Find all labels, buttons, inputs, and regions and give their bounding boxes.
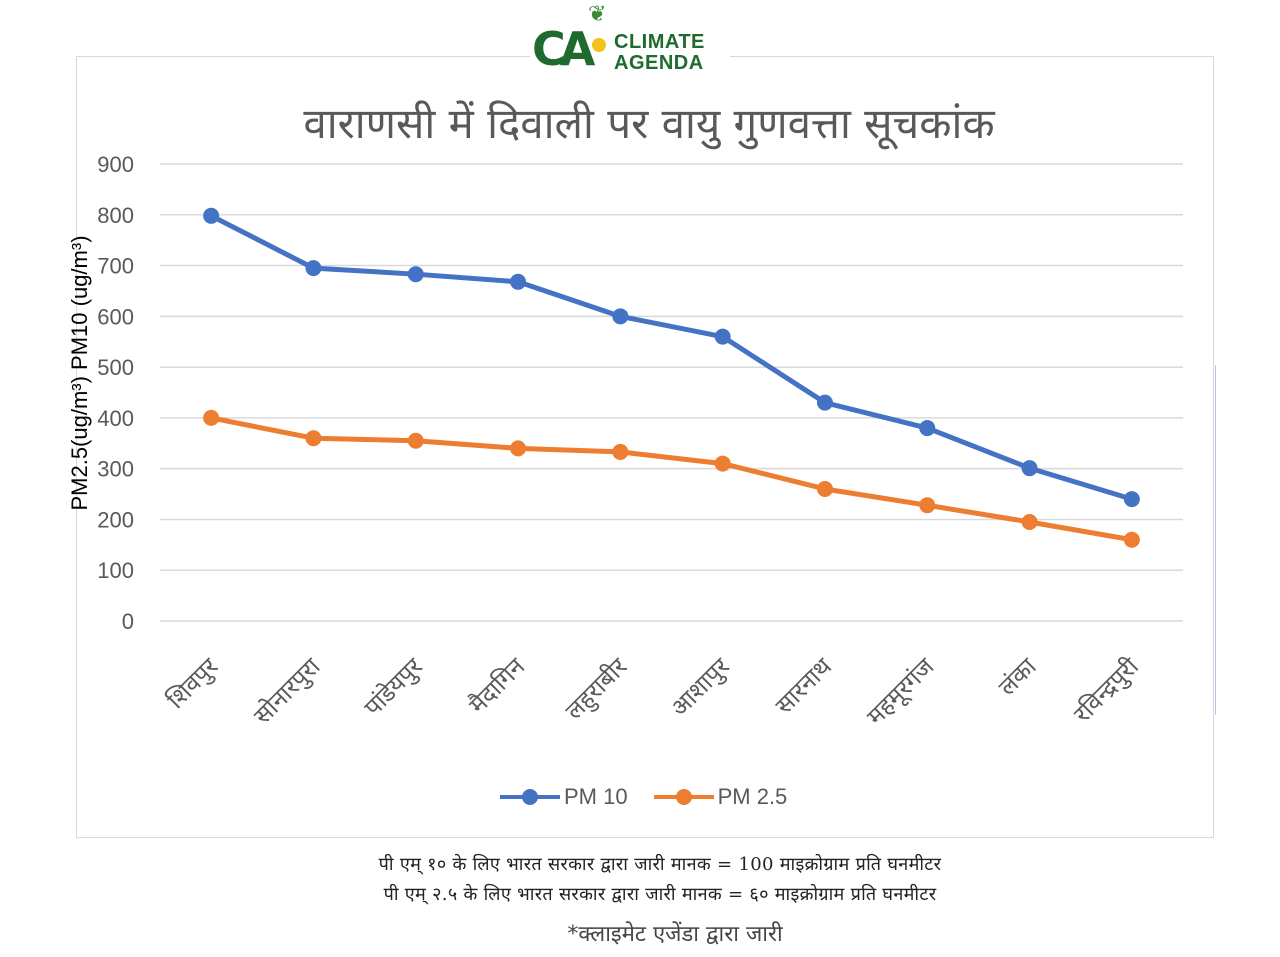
legend-label-pm10: PM 10	[564, 784, 628, 809]
leaf-icon: ❦	[588, 2, 607, 27]
logo-line-2: AGENDA	[614, 52, 704, 74]
footnote-pm25-standard: पी एम् २.५ के लिए भारत सरकार द्वारा जारी…	[383, 884, 937, 905]
x-tick-label: मैदागिन	[464, 652, 531, 719]
data-point-1	[305, 430, 322, 447]
logo-line-1: CLIMATE	[614, 31, 705, 53]
x-tick-label: महमूरगंज	[861, 652, 941, 732]
data-point-0	[203, 207, 220, 224]
legend-swatch-pm25	[653, 789, 714, 805]
data-point-0	[1021, 460, 1038, 477]
data-point-1	[510, 440, 527, 457]
data-point-0	[510, 273, 527, 290]
y-tick-label: 0	[122, 609, 134, 634]
data-point-0	[919, 420, 936, 437]
data-point-1	[816, 480, 833, 497]
legend-item-pm25: PM 2.5	[653, 784, 788, 810]
data-point-1	[1021, 513, 1038, 530]
data-point-1	[919, 497, 936, 514]
y-tick-label: 300	[97, 457, 134, 482]
y-tick-label: 700	[97, 254, 134, 279]
legend-swatch-pm10	[500, 789, 560, 805]
legend-item-pm10: PM 10	[500, 784, 628, 810]
x-tick-label: सारनाथ	[770, 652, 838, 720]
data-point-0	[1123, 491, 1140, 508]
data-point-0	[816, 394, 833, 411]
x-tick-label: पांडेयपुर	[359, 652, 430, 723]
climate-agenda-logo: ❦ CA CLIMATE AGENDA	[530, 0, 730, 78]
data-point-1	[203, 409, 220, 426]
series-line-0	[208, 213, 1135, 502]
data-point-1	[714, 455, 731, 472]
sun-icon	[592, 38, 606, 52]
data-point-0	[407, 266, 424, 283]
legend-label-pm25: PM 2.5	[717, 784, 788, 809]
data-point-1	[612, 443, 629, 460]
data-point-1	[1123, 531, 1140, 548]
data-point-0	[612, 308, 629, 325]
chart-frame	[76, 56, 1214, 838]
data-point-0	[305, 260, 322, 277]
y-tick-label: 400	[97, 406, 134, 431]
x-tick-label: रविन्द्रपुरी	[1068, 652, 1145, 729]
x-tick-label: सोनारपुरा	[248, 652, 327, 731]
side-divider	[1215, 365, 1216, 715]
x-tick-label: लहुराबीर	[560, 652, 635, 727]
data-point-0	[714, 328, 731, 345]
chart-title: वाराणसी में दिवाली पर वायु गुणवत्ता सूचक…	[303, 99, 995, 148]
y-tick-label: 500	[97, 355, 134, 380]
x-tick-label: शिवपुर	[162, 652, 225, 715]
legend: PM 10 PM 2.5	[500, 781, 787, 813]
credit-note: *क्लाइमेट एजेंडा द्वारा जारी	[567, 922, 783, 947]
y-tick-label: 800	[97, 203, 134, 228]
x-tick-label: आशापुर	[665, 652, 736, 723]
y-tick-label: 200	[97, 507, 134, 532]
y-tick-label: 900	[97, 152, 134, 177]
y-tick-label: 600	[97, 304, 134, 329]
logo-mark: CA	[532, 22, 595, 76]
series-line-1	[208, 415, 1135, 543]
y-tick-label: 100	[97, 558, 134, 583]
data-point-1	[407, 432, 424, 449]
x-tick-label: लंका	[993, 652, 1042, 701]
footnote-pm10-standard: पी एम् १० के लिए भारत सरकार द्वारा जारी …	[378, 854, 942, 875]
